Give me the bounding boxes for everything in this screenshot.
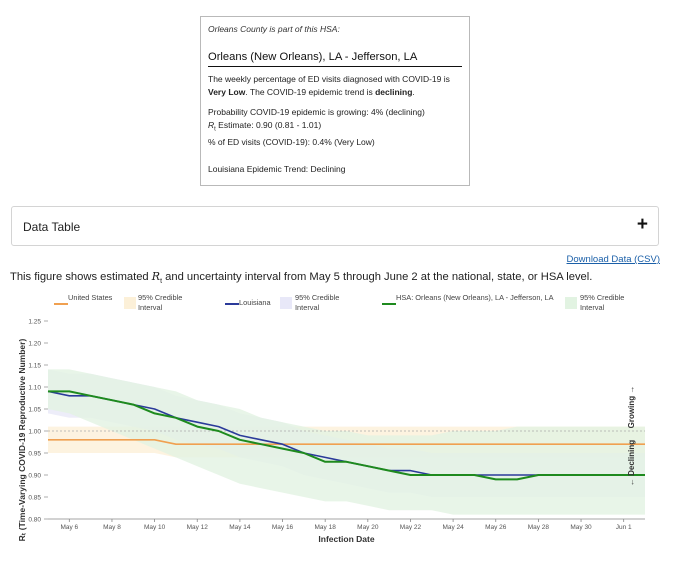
x-tick-label: May 14	[229, 524, 251, 531]
y-axis-title: Rₜ (Time-Varying COVID-19 Reproductive N…	[17, 339, 27, 542]
hsa-name: Orleans (New Orleans), LA - Jefferson, L…	[208, 51, 462, 67]
series-line-0	[48, 438, 645, 446]
probability-growing: Probability COVID-19 epidemic is growing…	[208, 107, 425, 117]
x-tick-label: May 6	[60, 524, 78, 531]
x-tick-label: May 24	[442, 524, 464, 531]
y-tick-label: 1.20	[28, 341, 41, 348]
x-tick-label: May 10	[144, 524, 166, 531]
legend-la-band	[280, 297, 292, 309]
legend-hsa-band	[565, 297, 577, 309]
y-tick-label: 0.95	[28, 451, 41, 458]
rt-symbol: R	[208, 119, 215, 130]
card-header: Orleans County is part of this HSA:	[208, 24, 340, 34]
x-axis-title: Infection Date	[318, 534, 374, 544]
legend-us-band-label: 95% Credible Interval	[138, 293, 183, 312]
legend-hsa-band-label: 95% Credible Interval	[580, 293, 625, 312]
declining-annotation: ← Declining	[627, 440, 636, 486]
hsa-info-card: Orleans County is part of this HSA: Orle…	[200, 16, 470, 186]
rt-text: Estimate: 0.90 (0.81 - 1.01)	[215, 119, 322, 130]
stats-block: Probability COVID-19 epidemic is growing…	[208, 106, 462, 148]
y-tick-label: 0.90	[28, 473, 41, 480]
trend-summary: The weekly percentage of ED visits diagn…	[208, 73, 462, 98]
figure-caption: This figure shows estimated Rt and uncer…	[10, 270, 592, 285]
data-table-accordion[interactable]: Data Table +	[11, 206, 659, 246]
summary-end: .	[412, 86, 415, 97]
y-tick-label: 0.80	[28, 517, 41, 524]
ed-visits: % of ED visits (COVID-19): 0.4% (Very Lo…	[208, 136, 375, 147]
x-tick-label: May 28	[528, 524, 550, 531]
summary-text: The weekly percentage of ED visits diagn…	[208, 74, 450, 84]
x-tick-label: May 18	[315, 524, 337, 531]
summary-text-mid: . The COVID-19 epidemic trend is	[245, 86, 376, 97]
legend-la-band-label: 95% Credible Interval	[295, 293, 340, 312]
x-tick-label: May 30	[570, 524, 592, 531]
legend-la-line	[225, 303, 239, 305]
y-tick-label: 1.00	[28, 429, 41, 436]
legend-us-label: United States	[68, 293, 113, 302]
download-csv-link[interactable]: Download Data (CSV)	[566, 254, 660, 265]
chart-legend: United States 95% Credible Interval Loui…	[0, 292, 680, 316]
x-tick-label: May 16	[272, 524, 294, 531]
caption-post: and uncertainty interval from May 5 thro…	[162, 271, 593, 283]
y-tick-label: 0.85	[28, 495, 41, 502]
x-tick-label: May 8	[103, 524, 121, 531]
data-table-label: Data Table	[23, 220, 81, 234]
caption-sub: t	[160, 278, 163, 286]
ci-band-2	[48, 369, 645, 515]
caption-pre: This figure shows estimated	[10, 271, 152, 283]
summary-level: Very Low	[208, 86, 246, 97]
rt-estimate: Rt Estimate: 0.90 (0.81 - 1.01)	[208, 119, 462, 136]
legend-us-band	[124, 297, 136, 309]
y-tick-label: 1.05	[28, 407, 41, 414]
y-tick-label: 1.25	[28, 319, 41, 326]
rt-sub: t	[214, 126, 216, 133]
series-line-2	[48, 390, 645, 481]
expand-plus-icon[interactable]: +	[636, 214, 648, 235]
x-tick-label: May 20	[357, 524, 379, 531]
x-tick-label: May 22	[400, 524, 422, 531]
summary-trend: declining	[375, 86, 413, 97]
y-tick-label: 1.15	[28, 363, 41, 370]
x-tick-label: May 26	[485, 524, 507, 531]
growing-annotation: Growing →	[627, 386, 636, 429]
state-trend: Louisiana Epidemic Trend: Declining	[208, 164, 346, 175]
x-tick-label: Jun 1	[616, 524, 632, 531]
x-tick-label: May 12	[187, 524, 209, 531]
legend-la-label: Louisiana	[239, 298, 271, 307]
caption-symbol: R	[151, 270, 161, 283]
legend-hsa-line	[382, 303, 396, 305]
legend-hsa-label: HSA: Orleans (New Orleans), LA - Jeffers…	[396, 293, 554, 302]
legend-us-line	[54, 303, 68, 305]
y-tick-label: 1.10	[28, 385, 41, 392]
